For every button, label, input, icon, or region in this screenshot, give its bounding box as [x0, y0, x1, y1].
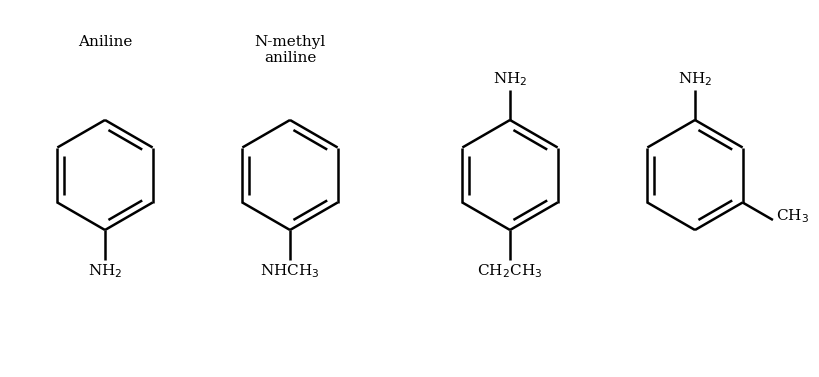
Text: NH$_2$: NH$_2$ [678, 70, 713, 88]
Text: CH$_3$: CH$_3$ [776, 207, 809, 225]
Text: N-methyl
aniline: N-methyl aniline [255, 35, 326, 65]
Text: NHCH$_3$: NHCH$_3$ [260, 262, 320, 280]
Text: CH$_2$CH$_3$: CH$_2$CH$_3$ [477, 262, 543, 280]
Text: NH$_2$: NH$_2$ [493, 70, 527, 88]
Text: Aniline: Aniline [78, 35, 132, 49]
Text: NH$_2$: NH$_2$ [88, 262, 122, 280]
